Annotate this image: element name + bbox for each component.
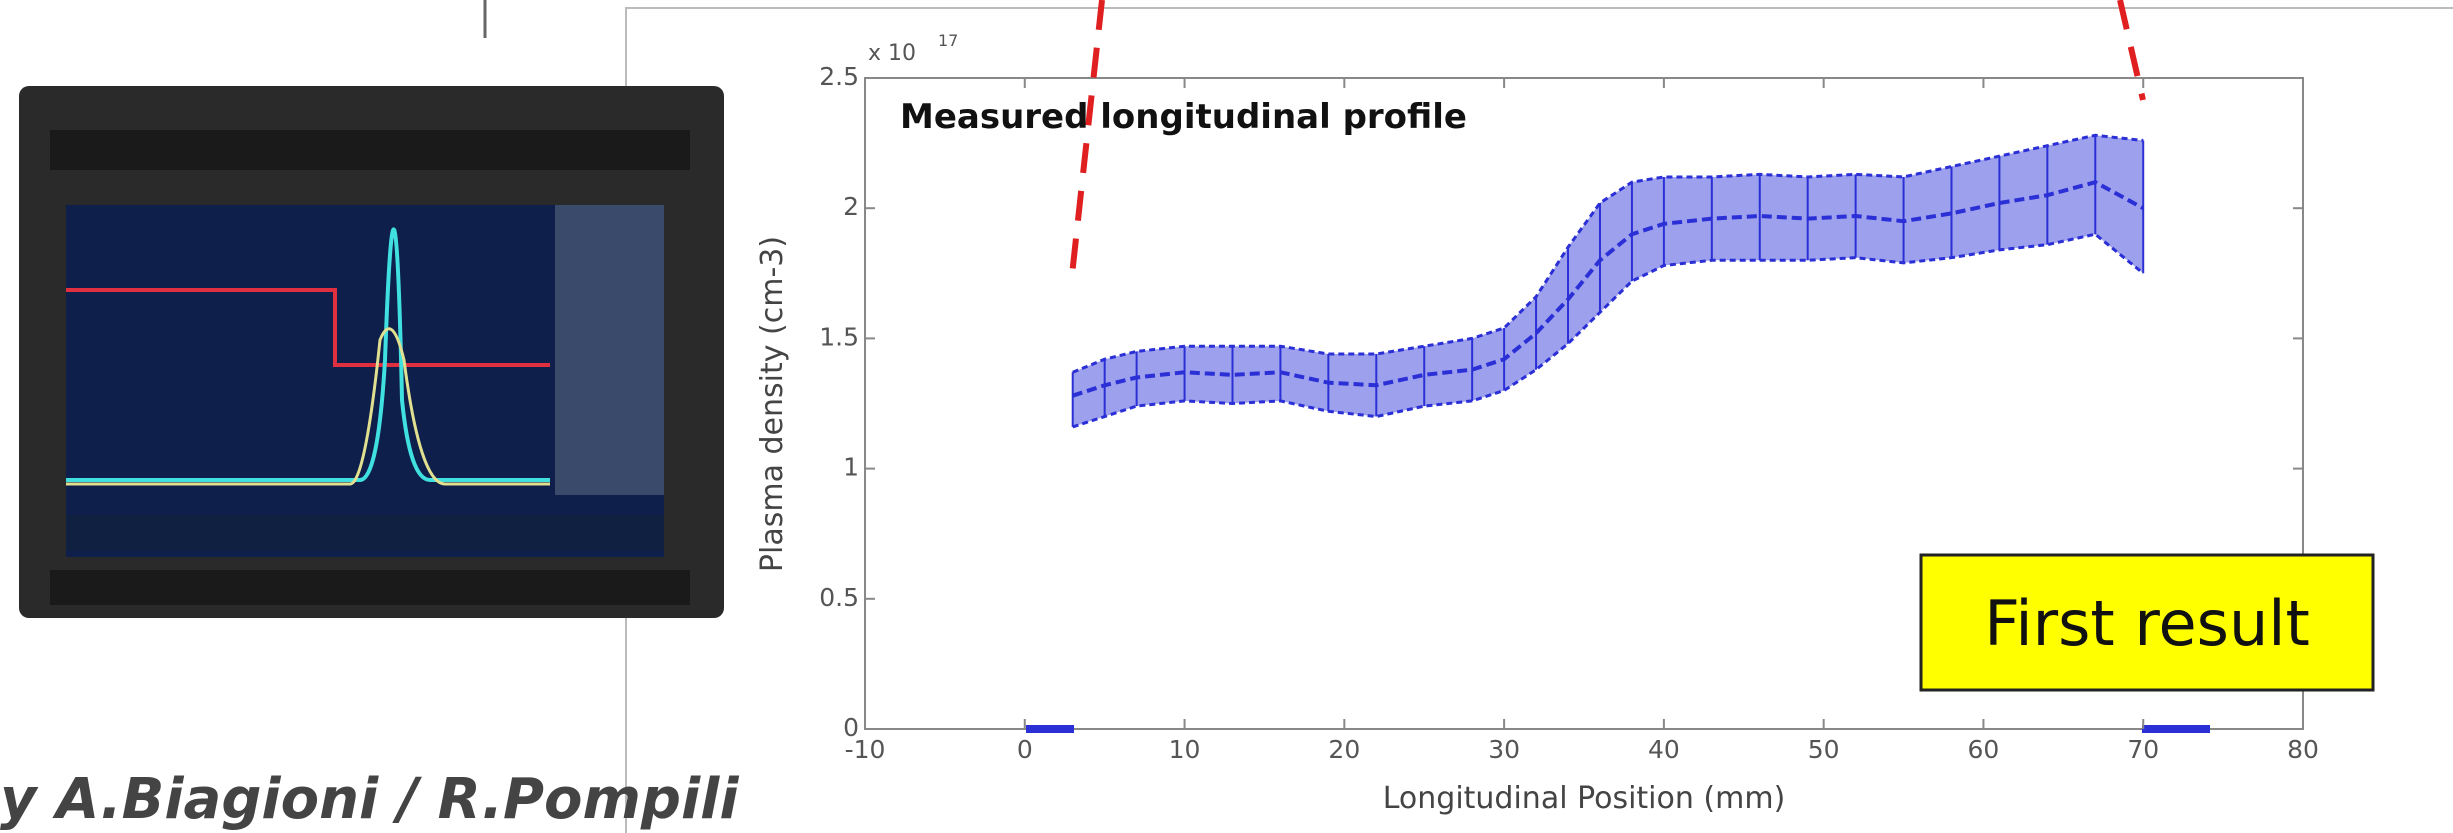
x-tick-label: 50 (1808, 735, 1840, 764)
y-tick-label: 2 (843, 192, 859, 221)
error-band (1599, 182, 1632, 313)
y-tick-label: 2.5 (819, 62, 859, 91)
y-tick-label: 0 (843, 713, 859, 742)
oscilloscope-photo (19, 86, 724, 618)
error-band (1536, 247, 1569, 370)
profile-line (1072, 180, 2145, 398)
error-band (1072, 359, 1105, 427)
x-tick-label: 0 (1017, 735, 1033, 764)
axes-box (864, 77, 2304, 730)
x-tick-label: 70 (2127, 735, 2159, 764)
y-tick-label: 1 (843, 453, 859, 482)
error-band (2095, 135, 2144, 274)
error-band (1855, 174, 1904, 263)
error-band (2047, 135, 2096, 245)
x-tick-label: 20 (1328, 735, 1360, 764)
x-tick-label: 80 (2287, 735, 2319, 764)
x-tick-label: 40 (1648, 735, 1680, 764)
error-band (1903, 166, 1952, 263)
y-exponent-power: 17 (938, 31, 958, 50)
annotation-box (1919, 553, 2375, 692)
error-band (1504, 296, 1537, 391)
x-axis-label: Longitudinal Position (mm) (1383, 781, 1786, 816)
y-axis-label: Plasma density (cm-3) (755, 236, 790, 572)
y-exponent: x 10 (868, 41, 916, 66)
annotation: First result (1984, 587, 2310, 660)
guide-line (2117, 0, 2146, 101)
band-edge (1072, 133, 2144, 374)
x-tick-label: 10 (1169, 735, 1201, 764)
error-band (1104, 351, 1137, 417)
credit: y A.Biagioni / R.Pompili (0, 767, 739, 832)
guide-line (1069, 0, 1105, 276)
x-tick-label: -10 (845, 735, 886, 764)
error-band (1280, 346, 1329, 412)
error-band (1328, 354, 1377, 417)
y-tick-label: 1.5 (819, 322, 859, 351)
x-tick-label: 30 (1488, 735, 1520, 764)
x-tick-label: 60 (1968, 735, 2000, 764)
y-tick-label: 0.5 (819, 583, 859, 612)
band-edge (1072, 232, 2145, 429)
chart-title: Measured longitudinal profile (900, 97, 1467, 137)
